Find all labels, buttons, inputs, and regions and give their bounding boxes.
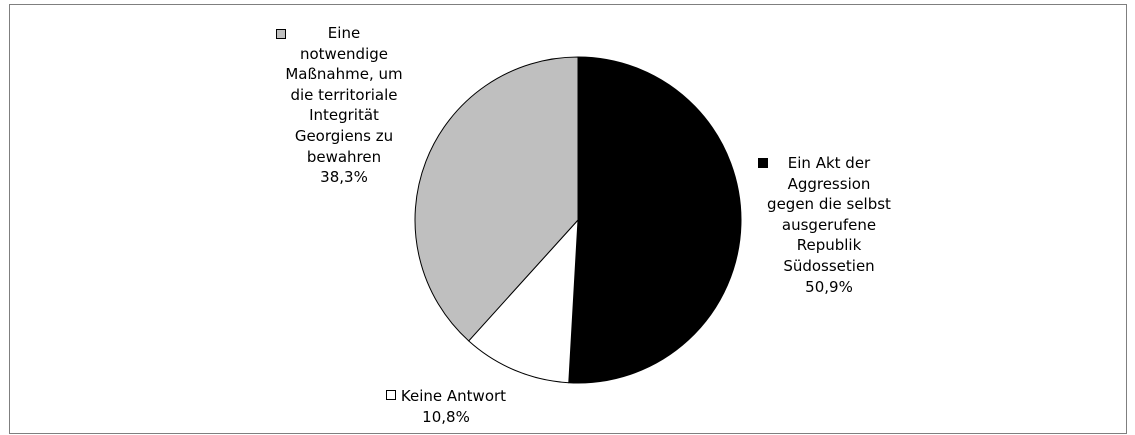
label-line: ausgerufene: [781, 215, 877, 234]
label-line: Ein Akt der: [787, 154, 871, 172]
label-line: gegen die selbst: [767, 195, 891, 214]
value-label: 50,9%: [805, 277, 853, 296]
label-line: Keine Antwort: [366, 386, 526, 407]
label-line: Südossetien: [783, 256, 875, 275]
value-label: 10,8%: [422, 407, 470, 426]
chart-frame: Eine notwendige Maßnahme, um die territo…: [9, 4, 1127, 434]
slice-aggression: [568, 56, 742, 384]
label-line: Integrität: [309, 106, 379, 125]
label-keine-antwort: Keine Antwort 10,8%: [366, 386, 526, 427]
legend-swatch-grey: [276, 29, 286, 39]
value-label: 38,3%: [320, 168, 368, 187]
label-line: Georgiens zu: [294, 126, 394, 145]
label-akt-der-aggression: Ein Akt der Aggression gegen die selbst …: [748, 153, 910, 297]
legend-swatch-white: [385, 389, 396, 400]
slice-keine-antwort: [468, 219, 579, 384]
label-line: Eine: [327, 24, 361, 42]
legend-swatch-black: [758, 158, 768, 168]
label-line: die territoriale: [290, 85, 398, 104]
label-notwendige-massnahme: Eine notwendige Maßnahme, um die territo…: [268, 23, 420, 188]
label-line: notwendige: [299, 44, 388, 63]
label-line: Republik: [796, 236, 862, 255]
label-line: Aggression: [787, 174, 871, 193]
pie-chart: [414, 56, 742, 384]
slice-notwendige-massnahme: [414, 56, 579, 342]
label-line: Maßnahme, um: [285, 65, 403, 84]
label-line: bewahren: [306, 147, 382, 166]
label-text: Keine Antwort: [400, 387, 507, 405]
